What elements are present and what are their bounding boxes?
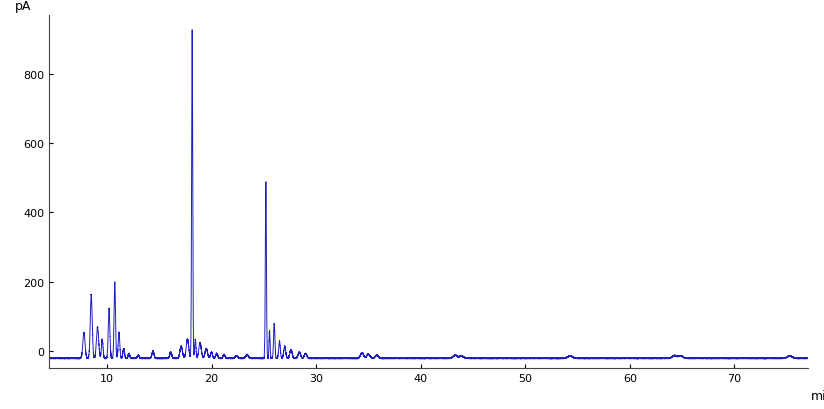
Text: min: min	[812, 389, 824, 402]
Text: pA: pA	[16, 0, 31, 13]
